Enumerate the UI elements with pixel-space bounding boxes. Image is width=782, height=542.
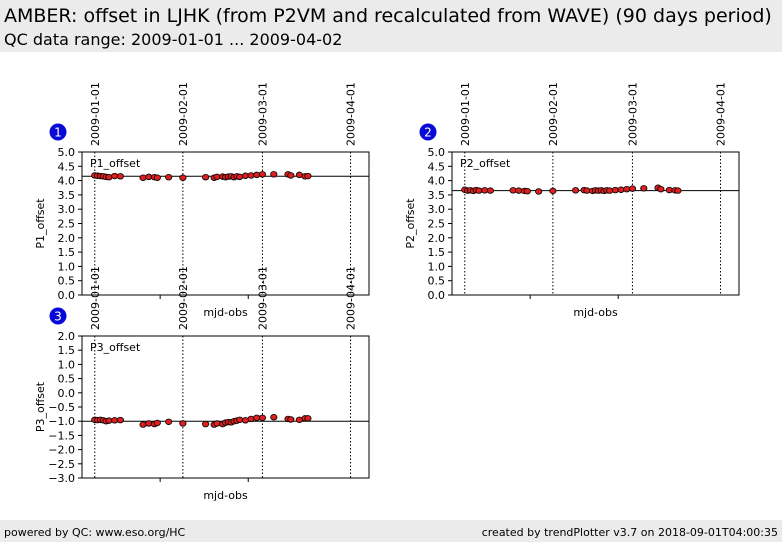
data-point — [202, 420, 210, 428]
y-tick-label: 5.0 — [428, 146, 446, 159]
data-point — [674, 187, 682, 194]
y-tick-label: 3.0 — [428, 203, 446, 216]
y-tick-label: 3.0 — [58, 203, 76, 216]
y-tick-label: 1.0 — [58, 358, 76, 371]
y-tick-label: 2.5 — [428, 218, 446, 231]
y-tick-label: 2.0 — [58, 232, 76, 245]
y-tick-label: −3.0 — [48, 472, 75, 485]
y-tick-label: 0.0 — [58, 387, 76, 400]
panel-number: 1 — [54, 126, 62, 140]
data-point — [179, 174, 187, 181]
date-tick-label: 2009-02-01 — [177, 266, 190, 330]
y-tick-label: 2.0 — [428, 232, 446, 245]
plots-canvas: 0.00.51.01.52.02.53.03.54.04.55.02009-01… — [34, 82, 740, 502]
date-tick-label: 2009-03-01 — [626, 82, 639, 146]
y-tick-label: 0.5 — [428, 275, 446, 288]
y-tick-label: 4.5 — [58, 160, 76, 173]
powered-by-text: powered by QC: www.eso.org/HC — [4, 526, 186, 539]
data-point — [640, 185, 648, 192]
data-point — [165, 173, 173, 181]
date-tick-label: 2009-04-01 — [345, 82, 358, 146]
y-tick-label: −2.0 — [48, 444, 75, 457]
y-tick-label: −1.0 — [48, 415, 75, 428]
panel-label: P3_offset — [90, 341, 141, 354]
data-point — [287, 416, 295, 423]
date-tick-label: 2009-03-01 — [256, 82, 269, 146]
y-tick-label: 0.0 — [58, 289, 76, 302]
qc-data-range: QC data range: 2009-01-01 ... 2009-04-02 — [4, 30, 343, 49]
data-point — [202, 173, 210, 181]
report-header: AMBER: offset in LJHK (from P2VM and rec… — [0, 0, 782, 52]
data-point — [523, 187, 531, 195]
x-axis-label: mjd-obs — [203, 306, 248, 319]
report-footer: powered by QC: www.eso.org/HC created by… — [0, 520, 782, 542]
data-point — [116, 173, 124, 180]
y-tick-label: 0.5 — [58, 373, 76, 386]
date-tick-label: 2009-02-01 — [177, 82, 190, 146]
data-point — [116, 416, 124, 424]
date-tick-label: 2009-03-01 — [256, 266, 269, 330]
data-point — [572, 187, 580, 194]
data-point — [270, 414, 278, 421]
data-point — [258, 414, 267, 421]
x-axis-label: mjd-obs — [203, 489, 248, 502]
panel-number: 2 — [424, 126, 432, 140]
plot-frame — [81, 151, 370, 296]
date-tick-label: 2009-01-01 — [89, 82, 102, 146]
y-tick-label: 1.5 — [58, 344, 76, 357]
y-tick-label: 0.5 — [58, 275, 76, 288]
report-title: AMBER: offset in LJHK (from P2VM and rec… — [4, 5, 772, 27]
date-tick-label: 2009-04-01 — [715, 82, 728, 146]
data-point — [153, 419, 161, 427]
plot-frame — [81, 335, 370, 479]
y-tick-label: 5.0 — [58, 146, 76, 159]
data-point — [304, 172, 312, 180]
data-point — [486, 187, 494, 194]
created-by-text: created by trendPlotter v3.7 on 2018-09-… — [481, 526, 778, 539]
y-tick-label: 1.0 — [58, 260, 76, 273]
y-tick-label: 3.5 — [428, 189, 446, 202]
y-tick-label: 1.5 — [428, 246, 446, 259]
y-tick-label: 2.0 — [58, 330, 76, 343]
y-axis-label: P3_offset — [34, 381, 47, 432]
y-axis-label: P2_offset — [404, 198, 417, 249]
panel-label: P1_offset — [90, 157, 141, 170]
y-tick-label: 1.5 — [58, 246, 76, 259]
date-tick-label: 2009-04-01 — [345, 266, 358, 330]
date-tick-label: 2009-01-01 — [459, 82, 472, 146]
data-point — [153, 174, 161, 181]
data-point — [179, 420, 187, 427]
panel-number-badge — [49, 307, 67, 325]
data-point — [258, 171, 267, 178]
panel-number-badge — [49, 123, 67, 141]
x-axis-label: mjd-obs — [573, 306, 618, 319]
y-tick-label: 0.0 — [428, 289, 446, 302]
data-point — [165, 418, 173, 425]
y-tick-label: −2.5 — [48, 458, 75, 471]
panel-number-badge — [419, 123, 437, 141]
data-point — [628, 185, 637, 192]
date-tick-label: 2009-02-01 — [547, 82, 560, 146]
plot-frame — [451, 151, 740, 296]
panel-number: 3 — [54, 310, 62, 324]
y-tick-label: 1.0 — [428, 260, 446, 273]
y-tick-label: 4.5 — [428, 160, 446, 173]
data-point — [535, 188, 543, 195]
date-tick-label: 2009-01-01 — [89, 266, 102, 330]
data-point — [549, 187, 557, 195]
data-point — [287, 172, 295, 179]
y-tick-label: 4.0 — [58, 175, 76, 188]
y-tick-label: −1.5 — [48, 429, 75, 442]
y-tick-label: 3.5 — [58, 189, 76, 202]
data-point — [304, 415, 312, 422]
y-tick-label: −0.5 — [48, 401, 75, 414]
data-point — [657, 185, 665, 193]
data-point — [270, 171, 278, 178]
y-axis-label: P1_offset — [34, 198, 47, 249]
panel-label: P2_offset — [460, 157, 511, 170]
y-tick-label: 2.5 — [58, 218, 76, 231]
y-tick-label: 4.0 — [428, 175, 446, 188]
